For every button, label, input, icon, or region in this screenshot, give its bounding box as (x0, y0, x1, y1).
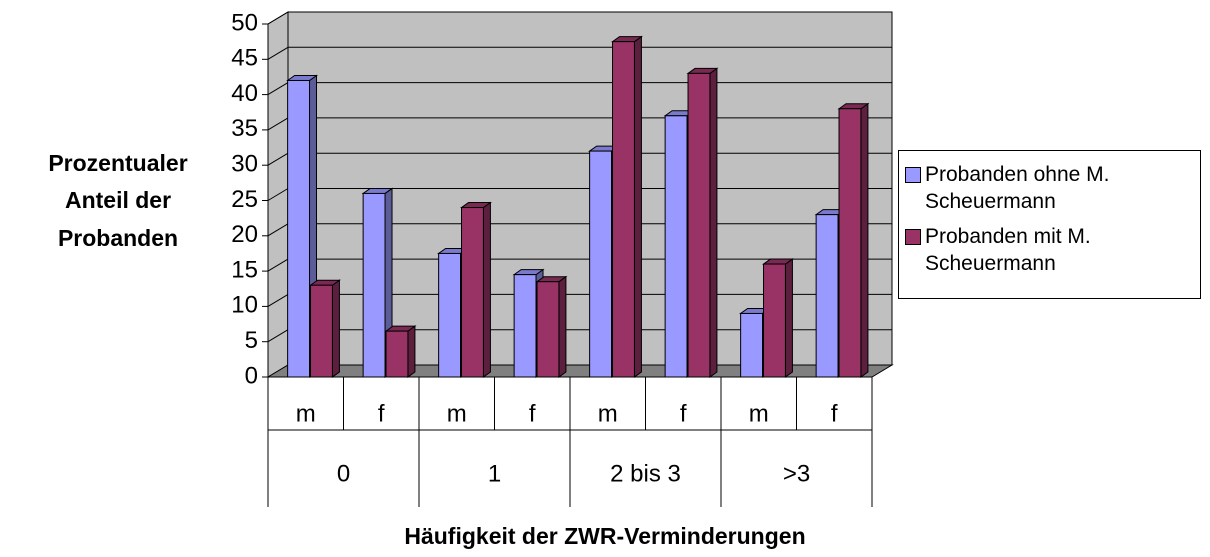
legend-label: Probanden mit M. Scheuermann (925, 225, 1091, 275)
x-tick-label: f (831, 400, 838, 427)
grid-line (267, 223, 289, 237)
bar-side (482, 201, 491, 378)
grid-line (267, 188, 289, 201)
legend-swatch (905, 229, 921, 245)
grid-line (267, 82, 289, 96)
bar (687, 72, 711, 378)
y-tick-label: 25 (231, 186, 258, 213)
bar (461, 207, 484, 378)
bar-side (558, 275, 567, 378)
y-tick-label: 5 (245, 327, 258, 354)
grid-line (267, 152, 289, 166)
group-label: 0 (337, 460, 350, 487)
y-tick-label: 35 (231, 115, 258, 142)
bar (664, 115, 688, 378)
y-title: Prozentualer (48, 150, 187, 176)
x-tick-label: m (447, 400, 467, 427)
x-tick-label: f (529, 400, 536, 427)
grid-line (267, 117, 289, 131)
group-label: >3 (783, 460, 810, 487)
bar (763, 263, 786, 378)
y-tick-label: 15 (231, 256, 258, 283)
grid-line (267, 11, 289, 25)
grid-line (267, 46, 289, 60)
bar (612, 41, 635, 378)
x-tick-label: f (378, 400, 385, 427)
bar-side (709, 67, 718, 378)
y-title: Probanden (58, 225, 178, 251)
bar (838, 108, 862, 378)
x-tick-label: m (749, 400, 769, 427)
bar-side (633, 35, 642, 378)
legend-swatch (905, 167, 921, 183)
y-tick-label: 20 (231, 221, 258, 248)
bar (385, 330, 409, 378)
y-tick-label: 0 (245, 362, 258, 389)
y-tick-label: 50 (231, 9, 258, 36)
x-title: Häufigkeit der ZWR-Verminderungen (404, 523, 805, 549)
bar (589, 150, 613, 378)
bar (287, 79, 311, 378)
bar (362, 192, 386, 378)
bar (815, 214, 839, 378)
legend-entry: Probanden mit M. Scheuermann (905, 223, 1194, 277)
x-tick-label: m (296, 400, 316, 427)
y-title: Anteil der (65, 187, 171, 213)
group-label: 1 (488, 460, 501, 487)
bar-side (407, 325, 416, 378)
legend-label: Probanden ohne M. Scheuermann (925, 163, 1110, 213)
bar (536, 281, 560, 378)
y-tick-label: 10 (231, 292, 258, 319)
bar (513, 274, 537, 378)
legend-entry: Probanden ohne M. Scheuermann (905, 161, 1194, 215)
floor (266, 364, 894, 378)
y-tick-label: 30 (231, 151, 258, 178)
group-label: 2 bis 3 (610, 460, 681, 487)
bar (310, 284, 333, 378)
bar-side (784, 258, 793, 378)
grid-line (267, 329, 289, 343)
bar (740, 312, 764, 378)
bar-side (860, 102, 869, 378)
grid-line (267, 293, 289, 307)
grid-line (267, 258, 289, 272)
y-tick-label: 45 (231, 45, 258, 72)
y-tick-label: 40 (231, 80, 258, 107)
x-tick-label: f (680, 400, 687, 427)
bar (438, 252, 462, 378)
bar-side (331, 279, 340, 378)
x-tick-label: m (598, 400, 618, 427)
legend: Probanden ohne M. Scheuermann Probanden m… (898, 150, 1201, 299)
